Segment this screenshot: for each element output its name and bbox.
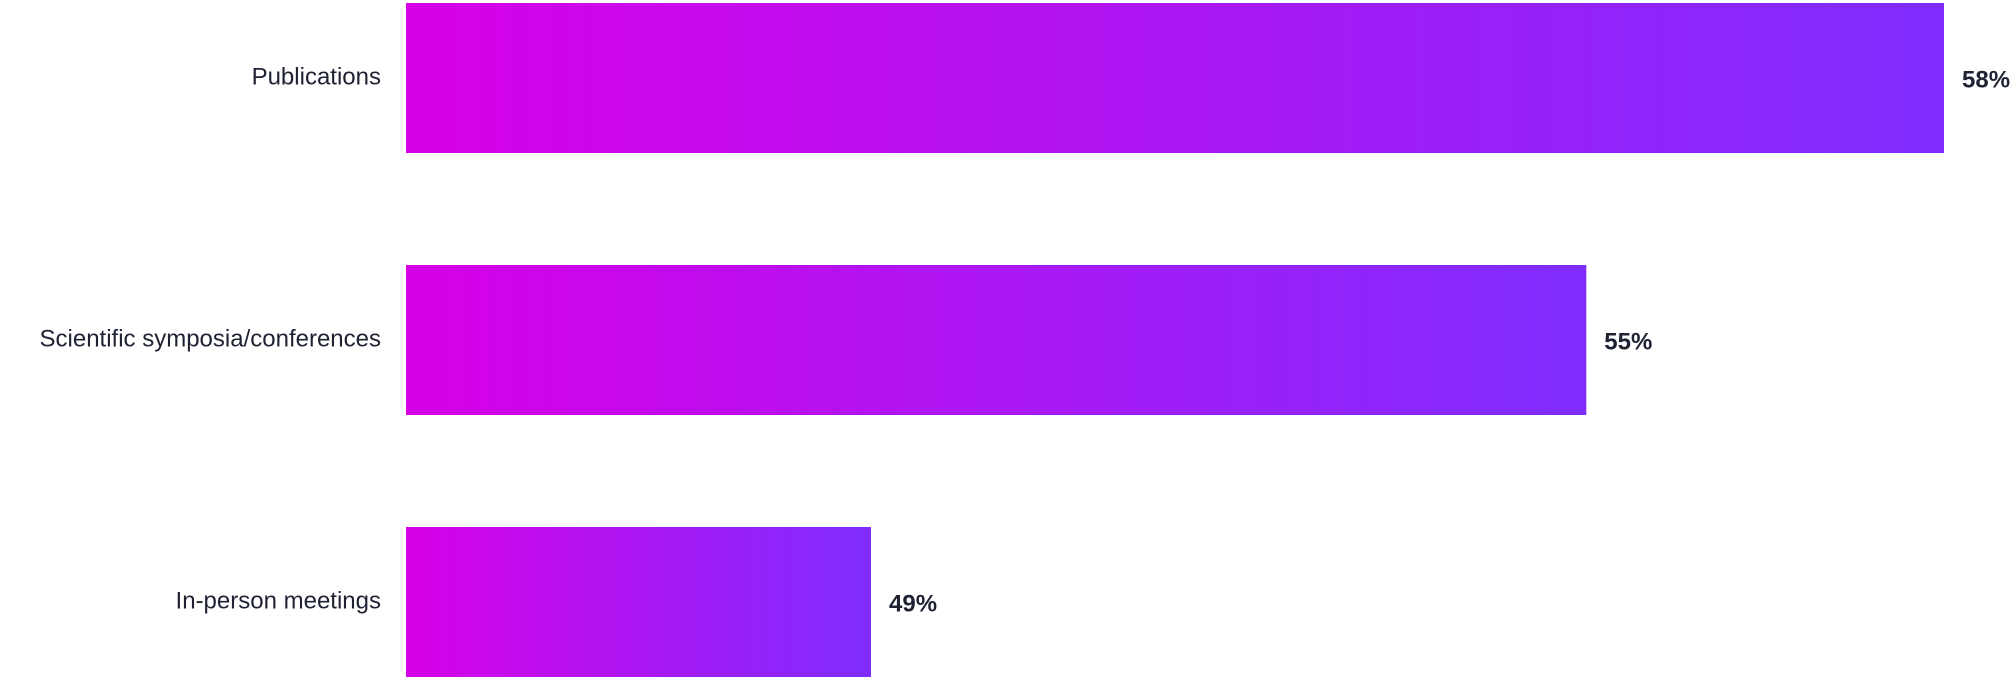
category-label-publications: Publications — [252, 63, 381, 90]
bar-scientific-symposia-conferences — [406, 265, 1587, 415]
category-label-in-person-meetings: In-person meetings — [176, 587, 381, 614]
bars-group — [406, 3, 1944, 677]
bar-in-person-meetings — [406, 527, 871, 677]
value-label-scientific-symposia-conferences: 55% — [1604, 328, 1652, 355]
value-label-publications: 58% — [1962, 66, 2010, 93]
bar-publications — [406, 3, 1944, 153]
value-label-in-person-meetings: 49% — [889, 590, 937, 617]
labels-group: Publications 58% Scientific symposia/confe… — [40, 63, 2011, 617]
category-label-scientific-symposia-conferences: Scientific symposia/conferences — [40, 325, 381, 352]
